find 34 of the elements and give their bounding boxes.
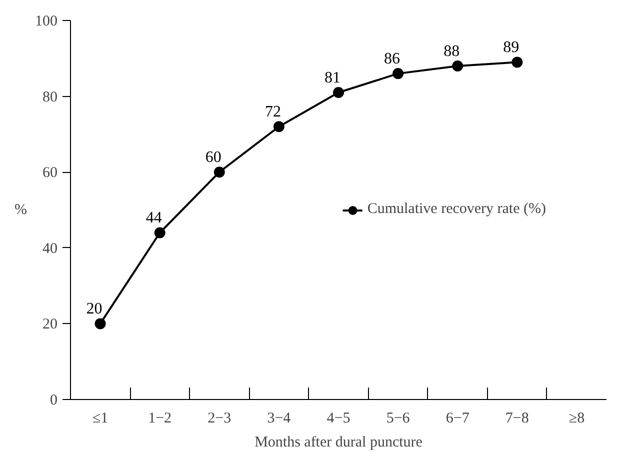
x-tick-label: 5−6: [386, 410, 410, 426]
point: [392, 68, 404, 80]
y-tick-label: 100: [35, 14, 58, 30]
point: [154, 227, 166, 238]
x-tick-label: 2−3: [208, 410, 232, 426]
x-tick-label: ≥8: [568, 410, 585, 426]
point: [333, 87, 344, 98]
x-tick-label: 1−2: [148, 410, 172, 426]
legend-label: Cumulative recovery rate (%): [367, 201, 546, 218]
x-tick-label: 3−4: [267, 410, 292, 426]
y-tick-label: 80: [42, 89, 58, 106]
x-tick-label: 6−7: [446, 410, 470, 426]
data-label: 20: [86, 300, 102, 318]
point: [452, 60, 464, 72]
point: [512, 56, 523, 68]
y-tick-label: 40: [42, 240, 58, 257]
y-tick-label: 0: [50, 392, 58, 408]
x-axis-title: Months after dural puncture: [254, 434, 423, 450]
y-tick-label: 60: [42, 165, 58, 182]
data-label: 89: [503, 39, 520, 56]
data-label: 86: [384, 50, 400, 68]
data-label: 81: [324, 70, 340, 87]
y-axis-title: %: [14, 202, 28, 218]
point: [273, 121, 284, 132]
x-tick-label: 7−8: [505, 410, 529, 426]
y-tick-label: 20: [42, 316, 58, 333]
point: [94, 318, 106, 330]
data-label: 44: [146, 210, 162, 227]
data-label: 88: [444, 42, 460, 60]
data-label: 60: [205, 149, 222, 166]
point: [214, 166, 225, 178]
x-tick-label: 4−5: [326, 410, 350, 426]
data-label: 72: [264, 104, 281, 121]
x-tick-label: ≤1: [92, 410, 108, 426]
